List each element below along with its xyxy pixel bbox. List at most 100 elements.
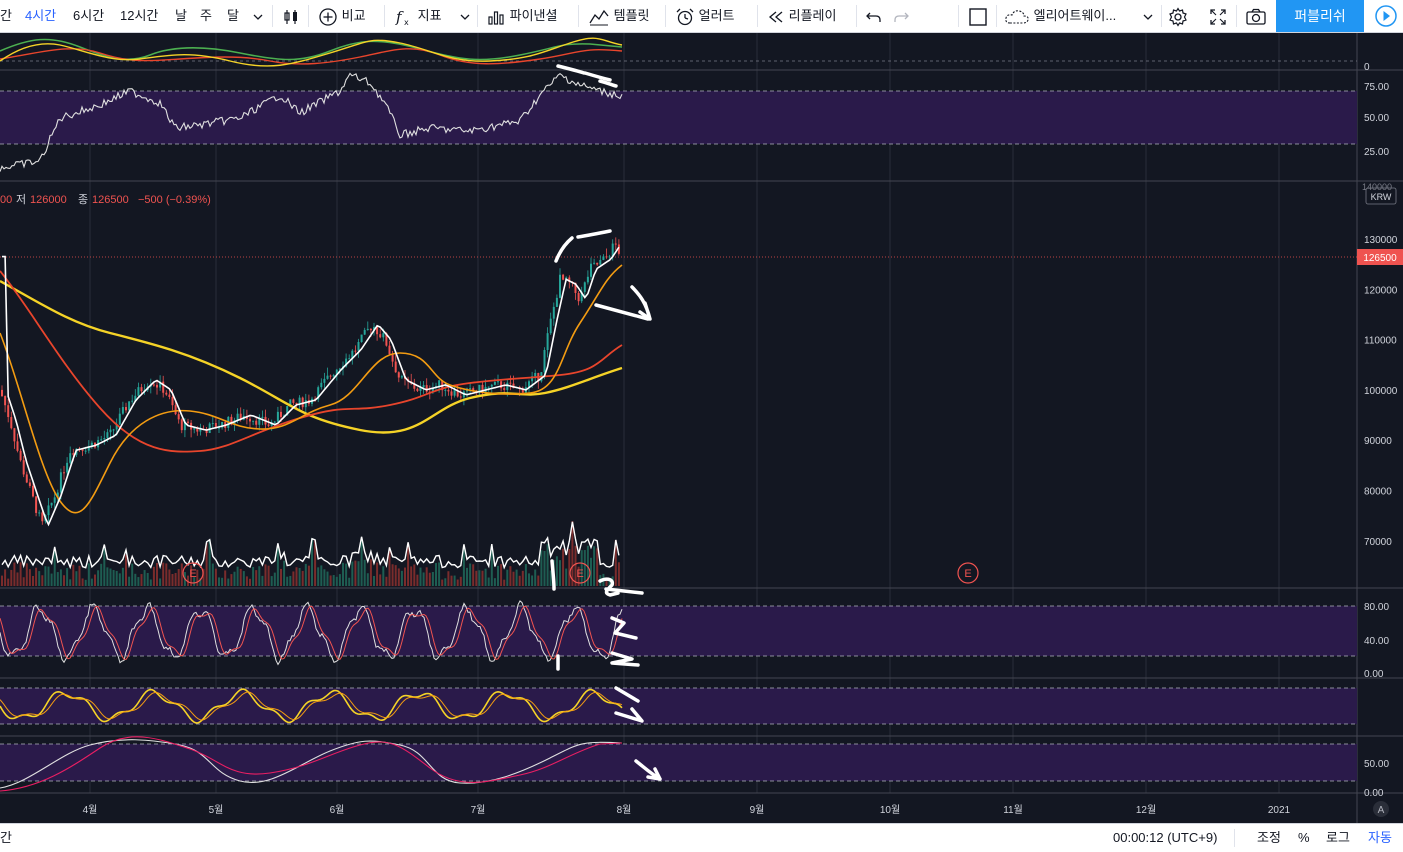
bar-chart-icon (488, 10, 504, 25)
svg-text:E: E (189, 568, 196, 580)
rsi-pane[interactable] (0, 72, 1357, 172)
time-axis[interactable]: 4월 5월 6월 7월 8월 9월 10월 11월 12월 2021 (83, 804, 1291, 816)
bottom-oscillator-pane[interactable] (0, 736, 1357, 792)
adjust-button[interactable]: 조정 (1257, 830, 1281, 845)
compare-label: 비교 (341, 8, 366, 23)
auto-scale-button[interactable]: A (1373, 801, 1389, 817)
time-axis-label: 4월 (83, 804, 98, 816)
plus-circle-icon (319, 7, 337, 26)
currency-badge[interactable] (1365, 187, 1397, 205)
interval-day[interactable]: 날 (175, 8, 187, 23)
templates-button[interactable]: 템플릿 (588, 0, 650, 32)
osc2-orange-line (0, 691, 623, 721)
stochastic-pane[interactable] (0, 600, 1357, 666)
svg-text:f: f (395, 8, 404, 26)
volume-bars (1, 521, 620, 586)
interval-month[interactable]: 달 (227, 8, 239, 23)
template-chart-icon (589, 9, 609, 26)
financials-button[interactable]: 파이낸셜 (486, 0, 557, 32)
legend-low-value: 126000 (30, 194, 67, 206)
osc3-red-line (0, 736, 623, 792)
publish-button[interactable]: 퍼블리쉬 (1276, 0, 1364, 32)
svg-text:A: A (1378, 805, 1385, 816)
alert-label: 얼러트 (698, 8, 735, 23)
price-pane[interactable]: 00 저 126000 종 126500 −500 (−0.39%) E E E (0, 193, 1357, 586)
chart-area[interactable]: 00 저 126000 종 126500 −500 (−0.39%) E E E (0, 33, 1403, 823)
interval-item[interactable]: 간 (0, 8, 12, 23)
price-axis-label: 110000 (1364, 336, 1397, 347)
layout-name-button[interactable]: 엘리어트웨이... (1004, 0, 1116, 32)
fullscreen-button[interactable] (1208, 0, 1228, 32)
osc3-axis-label: 50.00 (1364, 759, 1389, 770)
interval-dropdown-icon[interactable] (253, 0, 263, 32)
snapshot-button[interactable] (1245, 0, 1267, 32)
osc3-band (0, 744, 1357, 781)
earnings-marker[interactable]: E (569, 562, 591, 584)
stoch-d-line (0, 605, 623, 661)
stoch-axis-label: 0.00 (1364, 669, 1384, 680)
fullscreen-toggle-button[interactable] (968, 0, 988, 32)
vertical-grid (89, 33, 1280, 793)
svg-text:E: E (576, 568, 583, 580)
rsi-line (0, 72, 623, 172)
stoch-axis-label: 80.00 (1364, 602, 1389, 613)
layout-dropdown-icon[interactable] (1143, 0, 1153, 32)
volume-ma-line (1, 521, 620, 570)
redo-button[interactable] (892, 0, 910, 32)
osc2-yellow-line (0, 688, 623, 724)
percent-button[interactable]: % (1298, 830, 1310, 845)
square-icon (969, 7, 987, 26)
layout-name-label: 엘리어트웨이... (1033, 8, 1117, 23)
time-axis-label: 5월 (209, 804, 224, 816)
price-axis-label: 70000 (1364, 537, 1392, 548)
legend-prefix: 00 (0, 194, 12, 206)
interval-12h[interactable]: 12시간 (120, 8, 159, 23)
alert-button[interactable]: 얼러트 (675, 0, 735, 32)
legend-close-value: 126500 (92, 194, 129, 206)
rsi-band (0, 91, 1357, 144)
interval-week[interactable]: 주 (200, 8, 212, 23)
interval-4h[interactable]: 4시간 (25, 8, 57, 23)
interval-6h[interactable]: 6시간 (73, 8, 105, 23)
price-axis[interactable]: 130000 120000 110000 100000 90000 80000 70000 (1364, 235, 1398, 548)
current-price-tag (1357, 249, 1403, 265)
earnings-marker[interactable]: E (957, 562, 979, 584)
clock-timezone[interactable]: 00:00:12 (UTC+9) (1113, 830, 1218, 845)
log-button[interactable]: 로그 (1326, 830, 1350, 845)
svg-text:x: x (404, 18, 409, 27)
price-axis-label: 90000 (1364, 436, 1392, 447)
auto-button[interactable]: 자동 (1368, 830, 1392, 845)
play-button[interactable] (1368, 0, 1403, 32)
indicators-dropdown-icon[interactable] (460, 0, 470, 32)
top-oscillator-pane[interactable] (0, 37, 1357, 67)
gear-icon (1169, 6, 1187, 27)
alarm-clock-icon (676, 8, 694, 25)
stoch-axis-label: 40.00 (1364, 636, 1389, 647)
undo-button[interactable] (865, 0, 883, 32)
legend-change: −500 (−0.39%) (138, 194, 211, 206)
candle-type-icon[interactable] (282, 0, 300, 32)
replay-button[interactable]: 리플레이 (767, 0, 836, 32)
rsi-axis-label: 75.00 (1364, 82, 1389, 93)
second-oscillator-pane[interactable] (0, 687, 1357, 725)
templates-label: 템플릿 (613, 8, 650, 23)
settings-button[interactable] (1168, 0, 1188, 32)
price-axis-label: 120000 (1364, 285, 1398, 296)
range-selector-item[interactable]: 간 (0, 830, 12, 845)
camera-icon (1246, 8, 1266, 25)
compare-button[interactable]: 비교 (318, 0, 366, 32)
rewind-icon (768, 11, 783, 23)
earnings-marker[interactable]: E (182, 562, 204, 584)
cloud-icon (1005, 9, 1029, 24)
price-axis-label: 130000 (1364, 235, 1398, 246)
stoch-band (0, 606, 1357, 656)
time-axis-label: 8월 (617, 804, 632, 816)
osc3-axis-label: 0.00 (1364, 788, 1384, 799)
time-axis-label: 6월 (330, 804, 345, 816)
svg-text:E: E (964, 568, 971, 580)
time-axis-label: 11월 (1003, 804, 1023, 816)
price-axis-top-partial: 140000 (1362, 182, 1392, 192)
